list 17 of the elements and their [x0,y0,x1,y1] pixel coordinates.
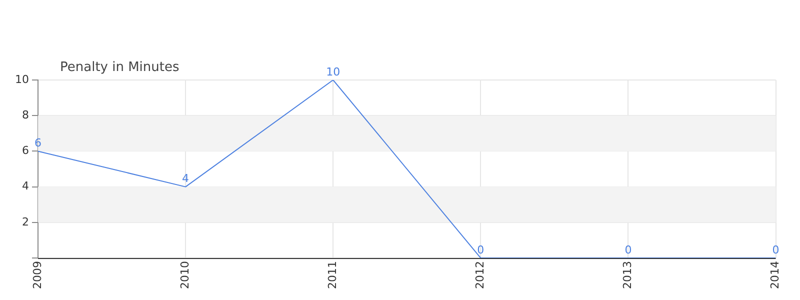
x-tick-label: 2014 [768,261,782,290]
y-tick-label: 4 [22,180,29,193]
x-tick-label: 2009 [30,261,44,290]
chart-title: Penalty in Minutes [60,60,180,75]
data-label: 4 [182,172,190,186]
y-tick-label: 6 [22,144,29,158]
data-label: 0 [477,243,484,256]
x-tick-label: 2012 [474,261,487,290]
y-tick-label: 2 [22,215,29,228]
y-tick-label: 8 [22,108,29,122]
data-label: 10 [326,65,340,78]
data-label: 0 [772,243,780,256]
data-label: 0 [624,243,632,256]
x-tick-label: 2013 [621,261,634,290]
x-tick-label: 2010 [178,261,192,290]
y-tick-label: 10 [14,72,29,86]
x-tick-label: 2011 [326,261,339,290]
